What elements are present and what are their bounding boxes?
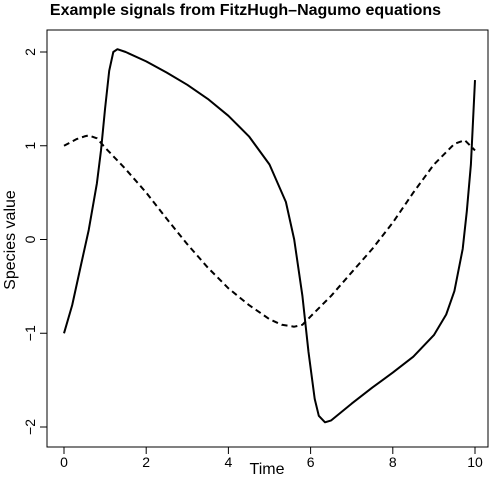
x-tick-label: 4 <box>225 454 233 470</box>
x-tick-label: 8 <box>389 454 397 470</box>
y-tick-label: 2 <box>22 48 38 56</box>
y-tick-label: 1 <box>22 142 38 150</box>
x-axis: 0 2 4 6 8 10 <box>60 447 483 470</box>
y-tick-label: −1 <box>22 325 38 341</box>
x-tick-label: 2 <box>142 454 150 470</box>
plot-frame <box>46 29 489 448</box>
x-tick-label: 6 <box>307 454 315 470</box>
y-axis-title: Species value <box>2 190 19 290</box>
x-tick-label: 10 <box>467 454 483 470</box>
y-axis: −2 −1 0 1 2 <box>22 48 47 435</box>
y-tick-label: 0 <box>22 235 38 243</box>
series-line-dashed <box>63 134 476 328</box>
series-layer <box>63 48 476 424</box>
x-axis-title: Time <box>250 461 285 478</box>
chart-title: Example signals from FitzHugh–Nagumo equ… <box>49 2 442 19</box>
x-tick-label: 0 <box>60 454 68 470</box>
series-line-solid <box>63 48 476 424</box>
y-tick-label: −2 <box>22 419 38 435</box>
